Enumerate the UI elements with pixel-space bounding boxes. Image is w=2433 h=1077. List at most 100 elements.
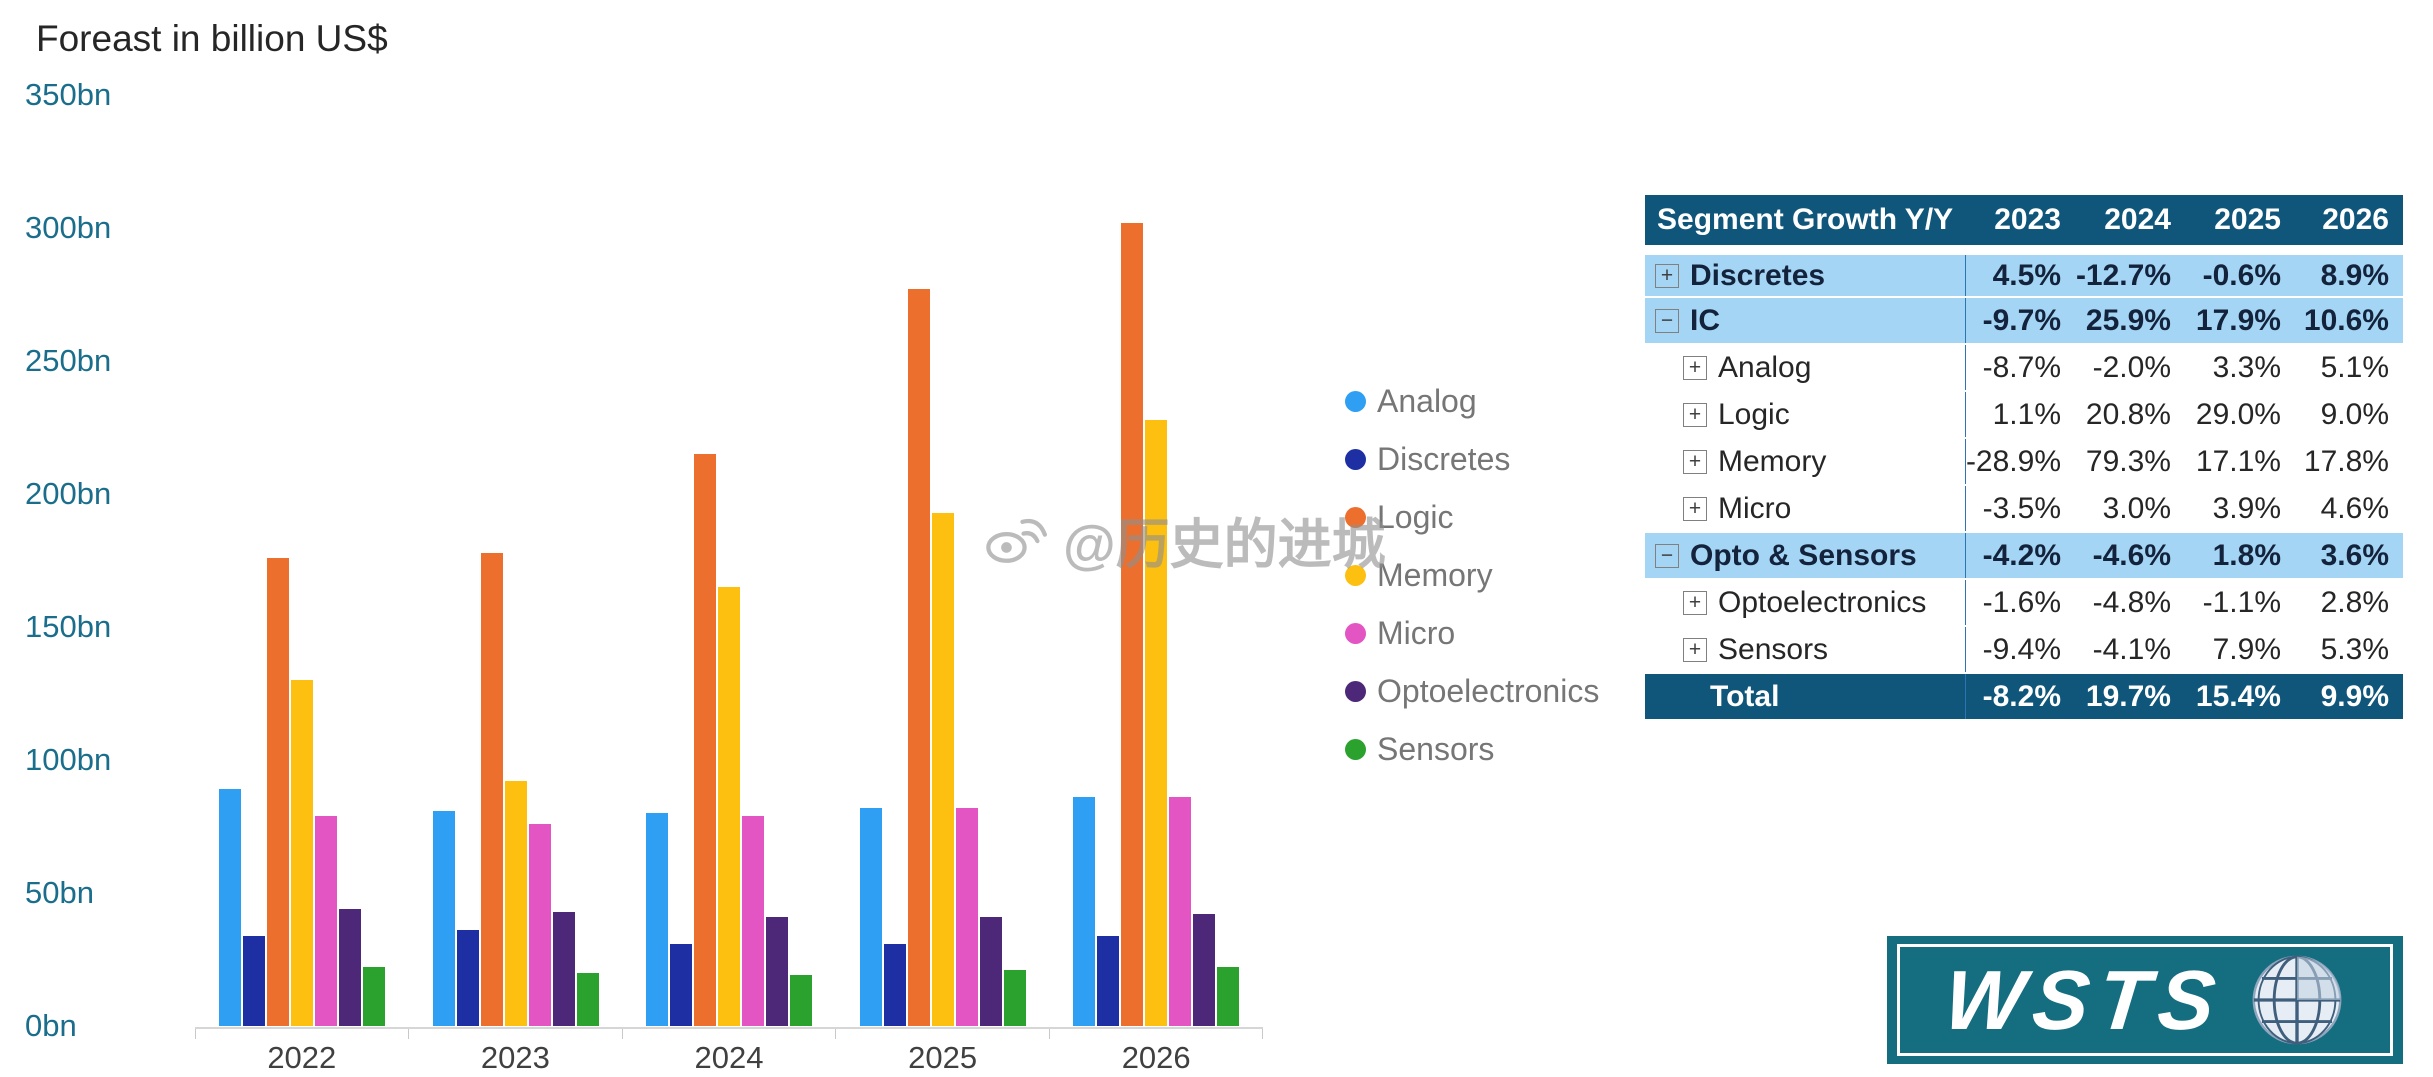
growth-value: 1.8% xyxy=(2185,532,2295,580)
collapse-icon[interactable]: − xyxy=(1655,309,1679,334)
table-row-sensors: + Sensors -9.4% -4.1% 7.9% 5.3% xyxy=(1645,626,2403,674)
bar-micro-2023 xyxy=(528,824,551,1026)
bar-memory-2026 xyxy=(1145,420,1167,1026)
legend-dot-analog xyxy=(1345,390,1366,412)
table-row-analog: + Analog -8.7% -2.0% 3.3% 5.1% xyxy=(1645,344,2403,392)
collapse-icon[interactable]: − xyxy=(1655,544,1679,569)
segment-label: Analog xyxy=(1718,351,1812,385)
table-body: + Discretes 4.5% -12.7% -0.6% 8.9% − IC -9.7% 25.… xyxy=(1645,250,2403,721)
growth-value: 1.1% xyxy=(1965,391,2075,439)
expand-icon[interactable]: + xyxy=(1683,497,1707,522)
bar-optoelectronics-2024 xyxy=(766,917,788,1026)
growth-value: 9.0% xyxy=(2295,391,2403,439)
plot-area xyxy=(219,95,1239,1026)
legend-item-sensors: Sensors xyxy=(1345,720,1599,778)
bar-group-2026 xyxy=(1073,95,1239,1026)
chart-legend: Analog Discretes Logic Memory Micro Optoelect… xyxy=(1345,372,1599,778)
growth-value: 3.0% xyxy=(2075,485,2185,533)
y-axis-label-100: 100bn xyxy=(25,742,112,777)
growth-value: -4.8% xyxy=(2075,579,2185,627)
table-row-memory: + Memory -28.9% 79.3% 17.1% 17.8% xyxy=(1645,438,2403,486)
bar-micro-2026 xyxy=(1169,797,1191,1026)
column-header-2024: 2024 xyxy=(2075,195,2185,255)
segment-growth-table: Segment Growth Y/Y 2023 2024 2025 2026 + Disc… xyxy=(1645,195,2403,721)
table-row-micro: + Micro -3.5% 3.0% 3.9% 4.6% xyxy=(1645,485,2403,533)
bar-memory-2025 xyxy=(931,513,954,1026)
bar-memory-2022 xyxy=(291,680,313,1026)
legend-item-optoelectronics: Optoelectronics xyxy=(1345,662,1599,720)
expand-icon[interactable]: + xyxy=(1683,356,1707,381)
table-row-ic: − IC -9.7% 25.9% 17.9% 10.6% xyxy=(1645,297,2403,345)
bar-group-2022 xyxy=(219,95,385,1026)
growth-value: 3.6% xyxy=(2295,532,2403,580)
growth-value: 5.3% xyxy=(2295,626,2403,674)
x-axis-label-2024: 2024 xyxy=(694,1040,764,1075)
expand-icon[interactable]: + xyxy=(1683,403,1707,428)
segment-label: IC xyxy=(1690,304,1720,338)
bar-micro-2024 xyxy=(742,816,764,1026)
table-row-optoelectronics: + Optoelectronics -1.6% -4.8% -1.1% 2.8% xyxy=(1645,579,2403,627)
growth-value: 10.6% xyxy=(2295,297,2403,345)
watermark-text: @历史的进城 xyxy=(1063,515,1386,575)
bar-sensors-2023 xyxy=(576,973,599,1026)
bar-discretes-2022 xyxy=(243,936,265,1026)
growth-value: -1.1% xyxy=(2185,579,2295,627)
legend-label: Memory xyxy=(1377,556,1493,593)
bar-sensors-2025 xyxy=(1003,970,1026,1026)
growth-value: -1.6% xyxy=(1965,579,2075,627)
x-axis-label-2025: 2025 xyxy=(908,1040,978,1075)
bar-logic-2023 xyxy=(480,553,503,1026)
legend-item-micro: Micro xyxy=(1345,604,1599,662)
y-axis-label-350: 350bn xyxy=(25,77,112,112)
bar-sensors-2022 xyxy=(363,967,385,1026)
bar-analog-2026 xyxy=(1073,797,1095,1026)
expand-icon[interactable]: + xyxy=(1683,638,1707,663)
growth-value: -9.7% xyxy=(1965,297,2075,345)
table-row-discretes: + Discretes 4.5% -12.7% -0.6% 8.9% xyxy=(1645,250,2403,298)
legend-item-memory: Memory xyxy=(1345,546,1599,604)
bar-logic-2022 xyxy=(267,558,289,1026)
y-axis-label-150: 150bn xyxy=(25,609,112,644)
wsts-logo-border xyxy=(1897,944,2393,1056)
growth-value: 15.4% xyxy=(2185,673,2295,721)
growth-value: 29.0% xyxy=(2185,391,2295,439)
growth-value: 17.9% xyxy=(2185,297,2295,345)
segment-label: Logic xyxy=(1718,398,1790,432)
growth-value: -9.4% xyxy=(1965,626,2075,674)
bar-discretes-2024 xyxy=(670,944,692,1026)
bar-micro-2022 xyxy=(315,816,337,1026)
column-header-2023: 2023 xyxy=(1965,195,2075,255)
growth-value: -8.2% xyxy=(1965,673,2075,721)
bar-discretes-2025 xyxy=(883,944,906,1026)
growth-value: 25.9% xyxy=(2075,297,2185,345)
column-header-2025: 2025 xyxy=(2185,195,2295,255)
growth-value: 17.8% xyxy=(2295,438,2403,486)
segment-label: Sensors xyxy=(1718,633,1829,667)
legend-label: Sensors xyxy=(1377,730,1495,767)
growth-value: -4.1% xyxy=(2075,626,2185,674)
weibo-icon xyxy=(986,518,1047,563)
expand-icon[interactable]: + xyxy=(1683,450,1707,475)
bar-optoelectronics-2023 xyxy=(552,912,575,1026)
expand-icon[interactable]: + xyxy=(1683,591,1707,616)
bar-discretes-2026 xyxy=(1097,936,1119,1026)
growth-value: 3.3% xyxy=(2185,344,2295,392)
bar-sensors-2024 xyxy=(790,975,812,1026)
growth-value: 19.7% xyxy=(2075,673,2185,721)
bar-analog-2022 xyxy=(219,789,241,1026)
segment-label: Micro xyxy=(1718,492,1792,526)
growth-value: 2.8% xyxy=(2295,579,2403,627)
expand-icon[interactable]: + xyxy=(1655,264,1679,289)
growth-value: 5.1% xyxy=(2295,344,2403,392)
growth-value: -28.9% xyxy=(1965,438,2075,486)
table-header-row: Segment Growth Y/Y 2023 2024 2025 2026 xyxy=(1645,195,2403,255)
x-axis-label-2023: 2023 xyxy=(480,1040,550,1075)
bar-analog-2025 xyxy=(859,808,882,1026)
legend-item-logic: Logic xyxy=(1345,488,1599,546)
growth-value: 9.9% xyxy=(2295,673,2403,721)
bar-logic-2026 xyxy=(1121,223,1143,1026)
segment-label: Opto & Sensors xyxy=(1690,539,1917,573)
axis-tick xyxy=(1050,1029,1264,1039)
table-row-opto-sensors: − Opto & Sensors -4.2% -4.6% 1.8% 3.6% xyxy=(1645,532,2403,580)
chart-title: Foreast in billion US$ xyxy=(36,18,388,59)
